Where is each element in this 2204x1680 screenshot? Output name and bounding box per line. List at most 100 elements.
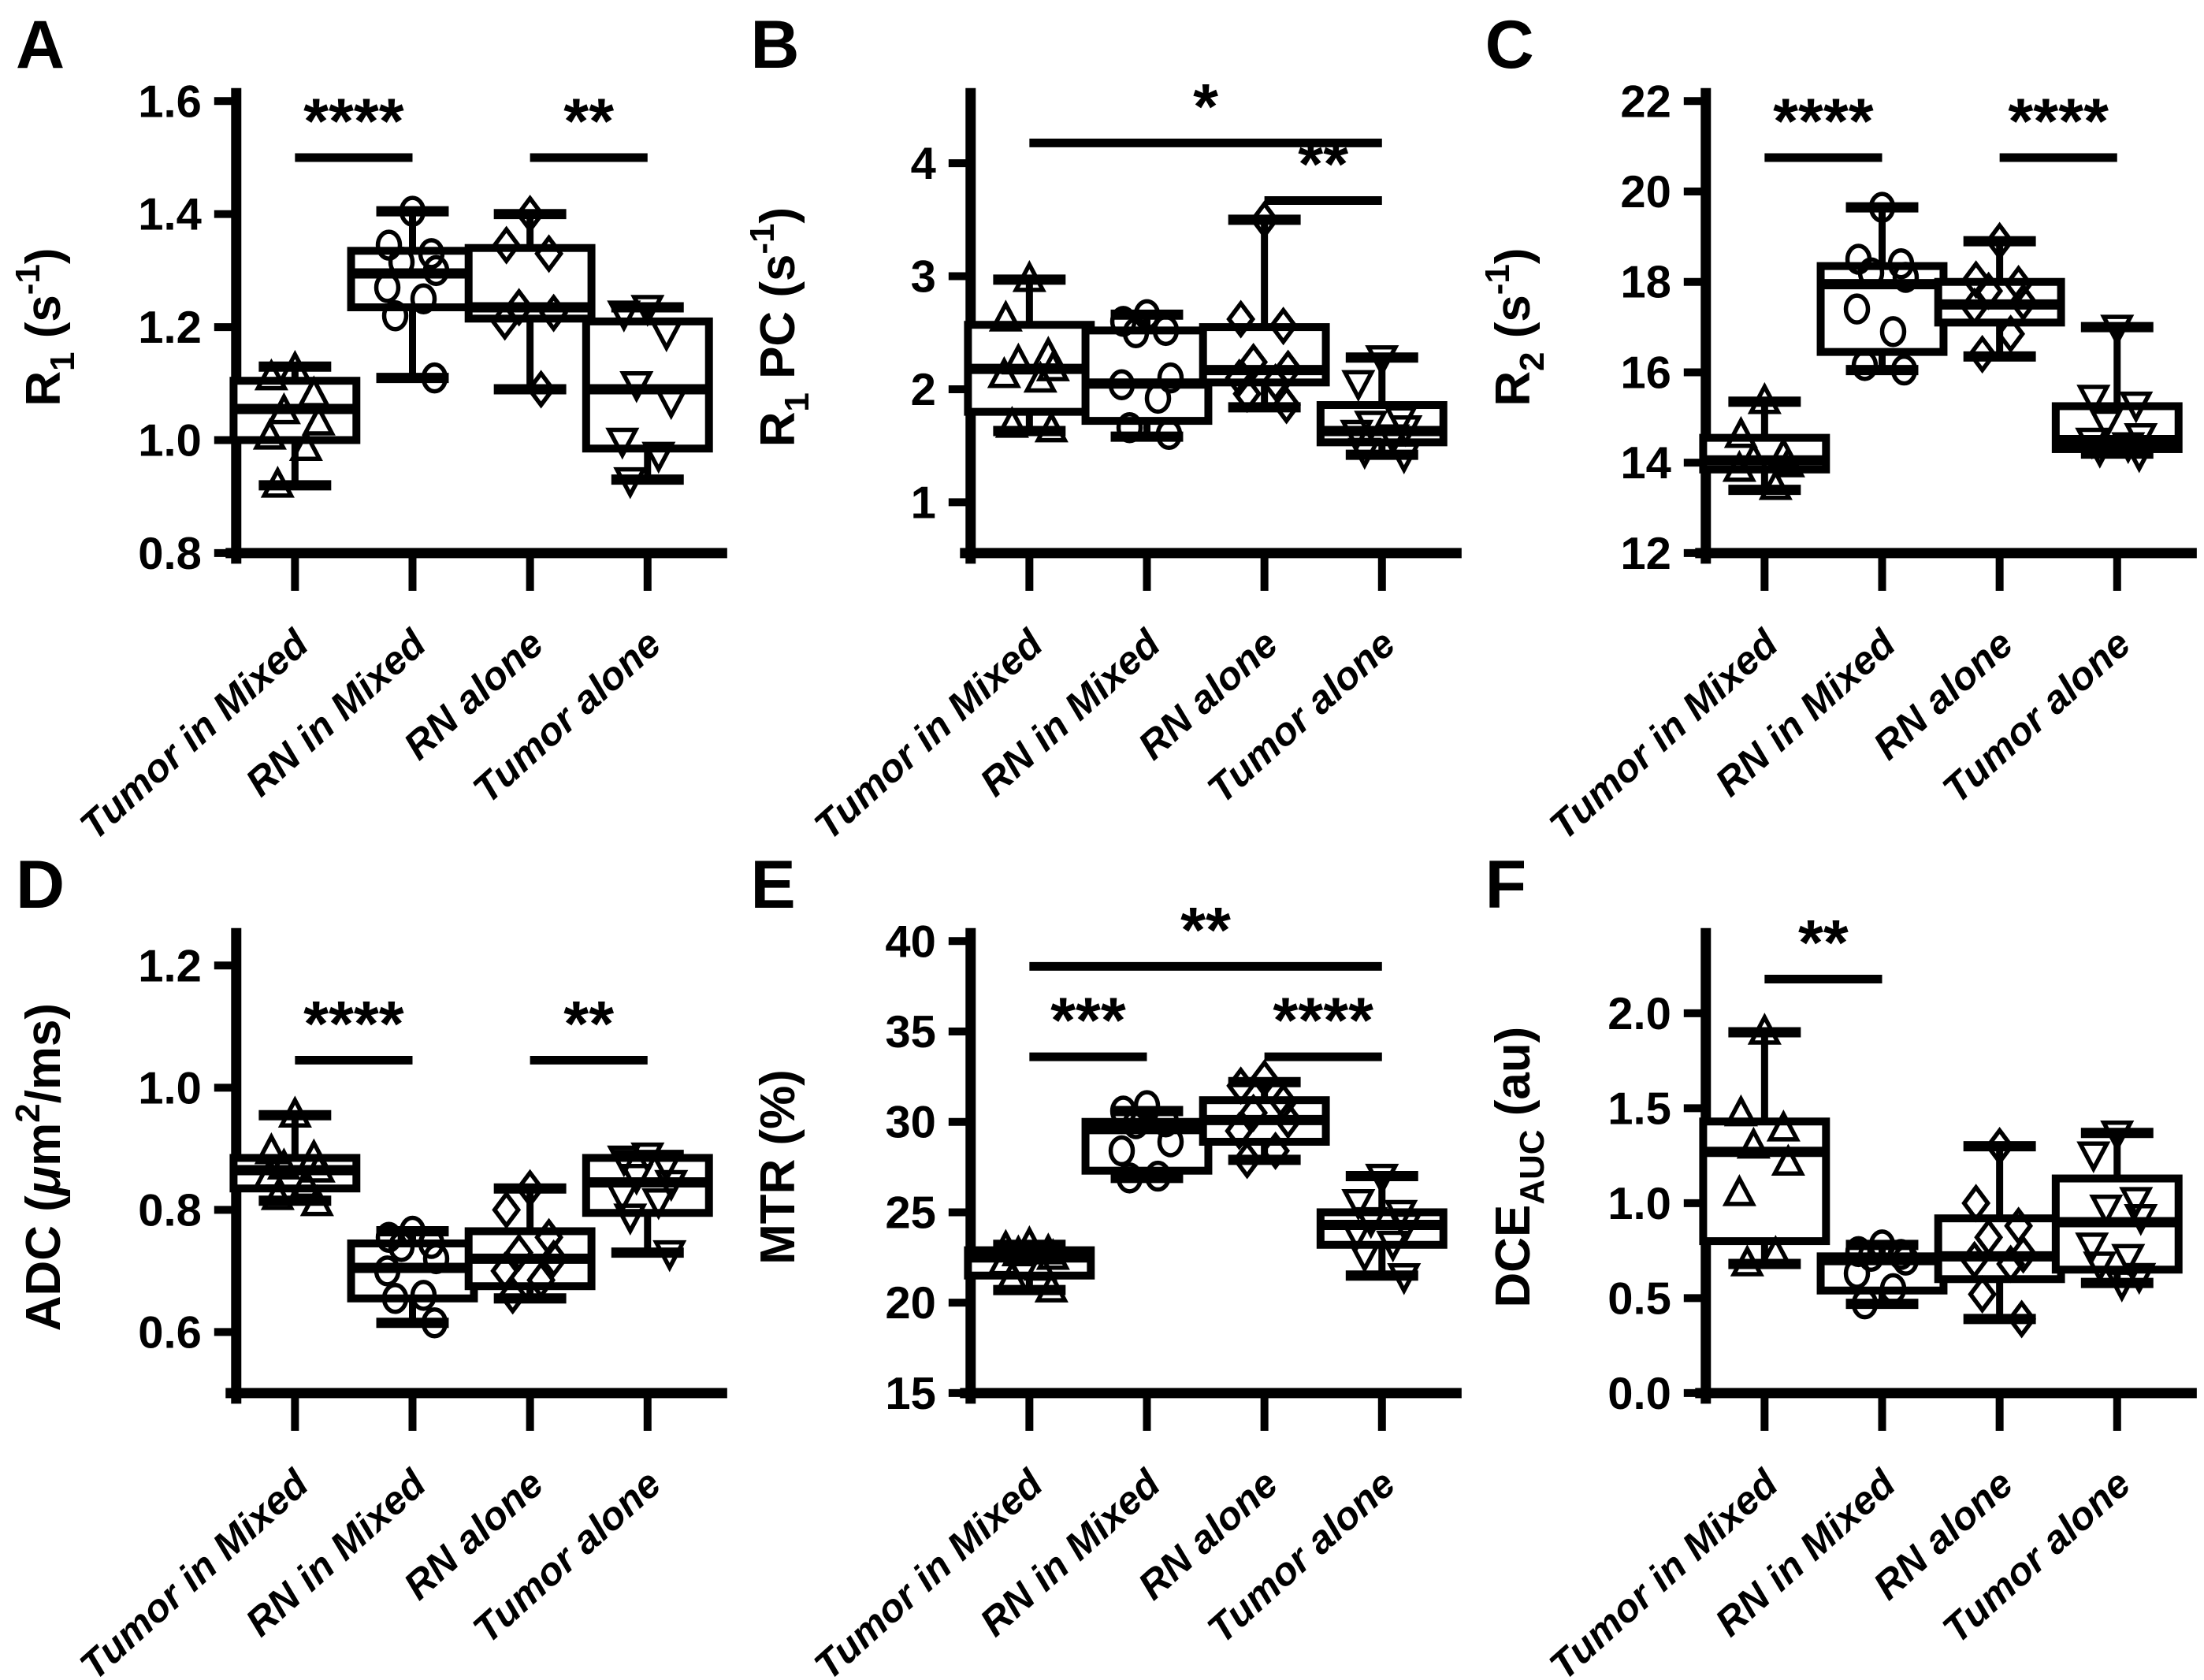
triangle-down-marker [2110, 432, 2145, 465]
diamond-marker [1961, 1184, 1990, 1223]
triangle-up-marker [1722, 449, 1756, 482]
triangle-up-marker [987, 355, 1022, 388]
triangle-up-marker [296, 375, 331, 407]
diamond-marker [498, 1276, 528, 1315]
y-tick-label: 0.0 [1607, 1369, 1671, 1419]
triangle-down-marker [2123, 423, 2158, 455]
circle-marker [388, 1231, 415, 1262]
circle-marker [1117, 411, 1143, 444]
panel-letter-B: B [750, 7, 800, 83]
diamond-marker [492, 1190, 522, 1229]
triangle-up-marker [288, 1165, 323, 1199]
significance-stars: ** [1798, 908, 1849, 979]
triangle-up-marker [1024, 1248, 1058, 1281]
triangle-up-marker [1730, 1244, 1764, 1277]
triangle-up-marker [301, 403, 336, 436]
diamond-marker [1272, 385, 1302, 425]
triangle-up-marker [1747, 381, 1782, 414]
diamond-marker [1984, 1127, 2014, 1166]
y-tick-label: 2 [911, 365, 936, 415]
triangle-down-marker [2104, 1270, 2139, 1303]
y-tick-label: 20 [886, 1278, 936, 1329]
box-plot-group-0 [964, 260, 1095, 443]
diamond-marker [504, 288, 534, 327]
circle-marker [1887, 1239, 1914, 1270]
box-plot-group-2 [464, 1169, 596, 1315]
triangle-up-marker [266, 392, 301, 425]
diamond-marker [2008, 282, 2038, 322]
diamond-marker [1239, 1093, 1269, 1132]
significance-stars: **** [2008, 86, 2109, 158]
triangle-down-marker [2110, 1243, 2145, 1277]
significance-stars: ** [563, 86, 614, 158]
box-plot-group-2 [1199, 1059, 1330, 1180]
x-tick-label: Tumor in Mixed [806, 620, 1052, 840]
triangle-up-marker [266, 1147, 301, 1180]
y-tick-label: 16 [1620, 348, 1671, 398]
circle-marker [418, 238, 445, 269]
triangle-up-marker [1758, 467, 1793, 500]
diamond-marker [504, 1233, 534, 1273]
y-tick-label: 3 [911, 252, 936, 303]
triangle-down-marker [613, 466, 648, 500]
box-plot-group-0 [1699, 381, 1830, 500]
diamond-marker [1232, 1140, 1262, 1180]
y-tick-label: 1.0 [1607, 1179, 1671, 1229]
x-tick-label: Tumor in Mixed [72, 1460, 318, 1680]
diamond-marker [1226, 1066, 1256, 1106]
triangle-up-marker [1736, 440, 1771, 474]
iqr-box [1081, 326, 1213, 426]
triangle-down-marker [1341, 1188, 1376, 1221]
diamond-marker [1967, 334, 1997, 374]
box-plot-group-2 [464, 195, 596, 409]
significance-stars: **** [303, 86, 404, 158]
triangle-down-marker [2118, 391, 2153, 424]
x-tick-label: Tumor in Mixed [1541, 620, 1786, 840]
diamond-marker [526, 370, 556, 409]
diamond-marker [1959, 287, 1989, 326]
triangle-down-marker [1347, 437, 1382, 470]
circle-marker [1857, 257, 1884, 288]
y-tick-label: 18 [1620, 258, 1671, 308]
diamond-marker [515, 195, 545, 234]
triangle-up-marker [1723, 1094, 1758, 1127]
triangle-down-marker [619, 1163, 654, 1196]
triangle-down-marker [2082, 437, 2117, 469]
diamond-marker [1973, 1217, 2003, 1257]
triangle-down-marker [605, 1182, 640, 1214]
y-tick-label: 1.5 [1607, 1083, 1671, 1134]
box-plot-group-1 [1816, 191, 1948, 386]
circle-marker [399, 195, 426, 227]
diamond-marker [1225, 1111, 1254, 1150]
diamond-marker [1269, 1082, 1299, 1122]
y-tick-label: 25 [886, 1188, 936, 1238]
triangle-up-marker [260, 465, 295, 498]
triangle-down-marker [2088, 409, 2124, 442]
panel-D: D 0.6 0.8 1.0 1.2 Tumor in Mixed RN in Mixed R… [0, 840, 734, 1680]
diamond-marker [1261, 362, 1291, 402]
box-plot-group-1 [347, 195, 478, 394]
triangle-down-marker [649, 320, 684, 353]
circle-marker [1117, 1162, 1143, 1194]
y-tick-label: 0.5 [1607, 1273, 1671, 1324]
panel-letter-C: C [1485, 7, 1534, 83]
circle-marker [418, 1228, 445, 1259]
diamond-marker [1967, 1274, 1997, 1314]
triangle-up-marker [252, 418, 287, 450]
triangle-up-marker [987, 1243, 1022, 1276]
y-tick-label: 2.0 [1607, 989, 1671, 1039]
significance-stars: ** [1299, 128, 1349, 200]
iqr-box [1934, 1214, 2065, 1284]
triangle-down-marker [2074, 1232, 2109, 1265]
triangle-up-marker [1002, 1234, 1036, 1266]
triangle-up-marker [288, 429, 323, 461]
significance-stars: **** [303, 988, 404, 1060]
circle-marker [1123, 1108, 1150, 1139]
triangle-up-marker [1013, 260, 1047, 292]
triangle-down-marker [1347, 1241, 1382, 1274]
circle-marker [410, 1280, 437, 1311]
y-tick-label: 1.0 [138, 415, 202, 466]
circle-marker [1868, 191, 1895, 223]
